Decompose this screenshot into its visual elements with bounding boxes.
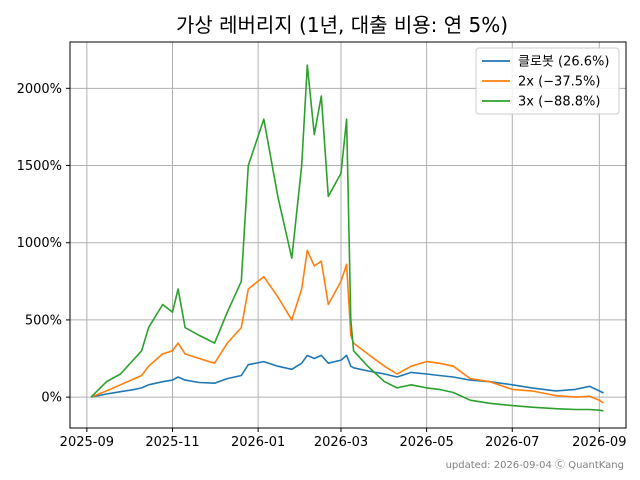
- x-tick-label: 2026-05: [399, 435, 453, 450]
- series-lines: [90, 64, 604, 412]
- y-tick-label: 1000%: [17, 236, 62, 251]
- x-tick-label: 2025-09: [60, 435, 114, 450]
- y-tick-label: 0%: [41, 391, 62, 406]
- series-line-2: [90, 64, 604, 412]
- x-tick-label: 2026-01: [231, 435, 285, 450]
- y-tick-label: 1500%: [17, 159, 62, 174]
- x-tick-label: 2025-11: [145, 435, 199, 450]
- footer-text: updated: 2026-09-04 Ⓒ QuantKang: [446, 459, 624, 471]
- plot-frame: [69, 41, 627, 429]
- legend-box: [475, 47, 620, 115]
- x-tick-label: 2026-09: [572, 435, 626, 450]
- legend: 클로봇 (26.6%) 2x (−37.5%) 3x (−88.8%): [475, 47, 620, 115]
- y-tick-label: 2000%: [17, 82, 62, 97]
- series-line-1: [90, 249, 604, 404]
- x-tick-label: 2026-07: [485, 435, 539, 450]
- chart-title: 가상 레버리지 (1년, 대출 비용: 연 5%): [176, 13, 508, 37]
- x-tick-label: 2026-03: [314, 435, 368, 450]
- axis-ticks: 2025-09 2025-11 2026-01 2026-03 2026-05 2026-…: [17, 82, 627, 450]
- y-tick-label: 500%: [25, 313, 62, 328]
- legend-label: 2x (−37.5%): [518, 75, 600, 90]
- legend-label: 3x (−88.8%): [518, 95, 600, 110]
- legend-label: 클로봇 (26.6%): [518, 55, 609, 70]
